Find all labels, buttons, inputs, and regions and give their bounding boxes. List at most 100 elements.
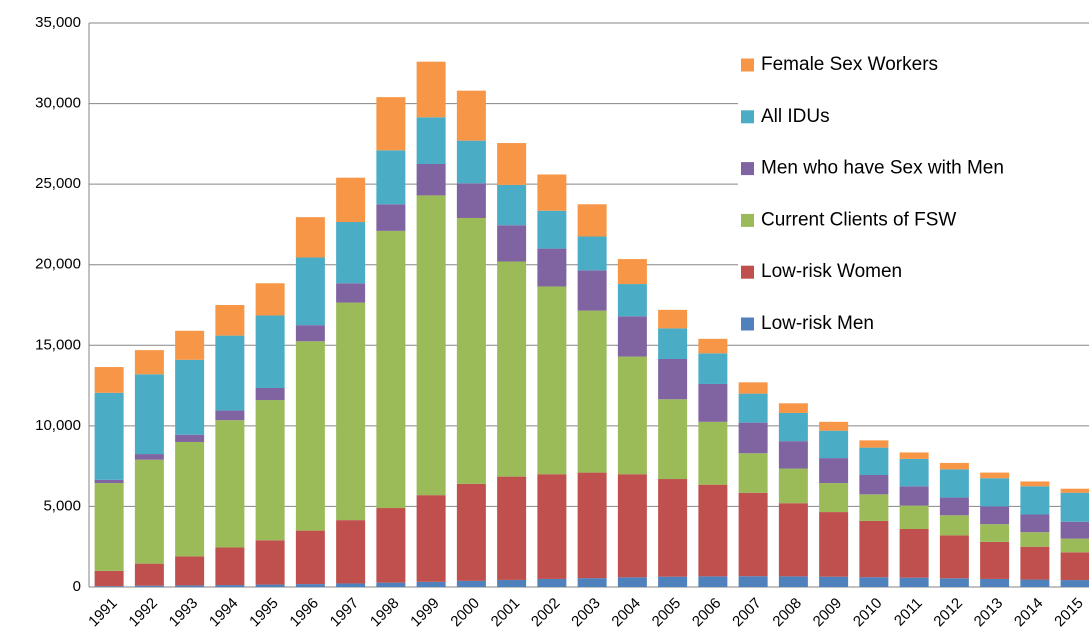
legend-swatch xyxy=(741,265,754,279)
bar-segment xyxy=(658,309,688,329)
bar-segment xyxy=(376,508,406,583)
x-tick-label: 2014 xyxy=(1011,595,1047,631)
bar-segment xyxy=(497,476,527,580)
x-tick-label: 1994 xyxy=(206,595,242,631)
bar-segment xyxy=(738,393,768,423)
bar-segment xyxy=(738,492,768,577)
bar-segment xyxy=(215,305,245,336)
bar-segment xyxy=(1060,488,1089,493)
bar-segment xyxy=(255,400,285,541)
x-tick-label: 2015 xyxy=(1051,595,1087,631)
bar-segment xyxy=(698,383,728,422)
bar-segment xyxy=(376,582,406,587)
bar-segment xyxy=(658,399,688,480)
bar-segment xyxy=(939,515,969,536)
bar-segment xyxy=(94,392,124,480)
bar-segment xyxy=(819,430,849,459)
bar-segment xyxy=(456,140,486,184)
bar-segment xyxy=(859,494,889,521)
bar-segment xyxy=(617,577,647,587)
bar-segment xyxy=(778,412,808,442)
legend-label: Low-risk Men xyxy=(761,313,874,334)
bar-segment xyxy=(698,353,728,384)
bar-segment xyxy=(215,585,245,587)
x-tick-label: 1995 xyxy=(246,595,282,631)
y-tick-label: 30,000 xyxy=(35,95,81,112)
bar-segment xyxy=(215,547,245,586)
bar-segment xyxy=(899,577,929,587)
bar-segment xyxy=(859,447,889,476)
y-tick-label: 35,000 xyxy=(35,14,81,31)
bar-segment xyxy=(497,261,527,477)
bar-segment xyxy=(215,420,245,548)
bar-segment xyxy=(336,583,366,587)
bar-segment xyxy=(698,484,728,577)
bar-segment xyxy=(456,483,486,581)
bar-segment xyxy=(698,338,728,354)
legend-swatch xyxy=(741,317,754,331)
bar-segment xyxy=(416,495,446,582)
bar-segment xyxy=(980,578,1010,587)
y-tick-label: 15,000 xyxy=(35,336,81,353)
bar-segment xyxy=(134,350,164,375)
bar-segment xyxy=(859,475,889,495)
bar-segment xyxy=(537,578,567,587)
bar-segment xyxy=(537,174,567,211)
bar-segment xyxy=(295,341,325,531)
bar-segment xyxy=(980,524,1010,542)
bar-segment xyxy=(336,520,366,584)
legend-label: Men who have Sex with Men xyxy=(761,158,1004,179)
bar-segment xyxy=(94,570,124,587)
legend-swatch xyxy=(741,213,754,227)
bar-segment xyxy=(336,302,366,521)
x-tick-label: 1999 xyxy=(407,595,443,631)
bar-segment xyxy=(738,422,768,454)
x-tick-label: 2001 xyxy=(488,595,524,631)
bar-segment xyxy=(175,359,205,435)
bar-segment xyxy=(295,257,325,326)
bar-segment xyxy=(899,505,929,529)
bar-segment xyxy=(416,164,446,196)
legend-label: Female Sex Workers xyxy=(761,54,938,75)
bar-segment xyxy=(255,315,285,388)
bar-segment xyxy=(94,586,124,587)
x-tick-label: 2012 xyxy=(930,595,966,631)
bar-segment xyxy=(738,453,768,493)
bar-segment xyxy=(215,410,245,421)
bar-segment xyxy=(175,441,205,557)
bar-segment xyxy=(175,585,205,587)
bar-segment xyxy=(94,367,124,393)
bar-segment xyxy=(939,535,969,579)
y-tick-label: 5,000 xyxy=(43,497,81,514)
x-tick-label: 1996 xyxy=(286,595,322,631)
bar-segment xyxy=(255,584,285,587)
bar-segment xyxy=(980,541,1010,579)
bar-segment xyxy=(939,578,969,587)
bar-segment xyxy=(537,286,567,475)
legend-label: Low-risk Women xyxy=(761,261,902,282)
bar-segment xyxy=(617,316,647,357)
bar-segment xyxy=(658,576,688,587)
bar-segment xyxy=(698,421,728,485)
bar-segment xyxy=(617,356,647,475)
bar-segment xyxy=(658,328,688,359)
bar-segment xyxy=(859,440,889,448)
x-tick-label: 1993 xyxy=(166,595,202,631)
bar-segment xyxy=(255,540,285,585)
bar-segment xyxy=(859,577,889,587)
bar-segment xyxy=(416,61,446,118)
bar-segment xyxy=(577,472,607,579)
bar-segment xyxy=(295,325,325,342)
bar-segment xyxy=(134,454,164,460)
y-tick-label: 10,000 xyxy=(35,417,81,434)
x-tick-label: 1997 xyxy=(327,595,363,631)
bar-segment xyxy=(738,576,768,587)
bar-segment xyxy=(617,284,647,317)
bar-segment xyxy=(497,579,527,587)
bar-segment xyxy=(1020,481,1050,487)
bar-segment xyxy=(980,506,1010,525)
x-tick-label: 2010 xyxy=(850,595,886,631)
y-tick-label: 20,000 xyxy=(35,256,81,273)
bar-segment xyxy=(255,283,285,316)
